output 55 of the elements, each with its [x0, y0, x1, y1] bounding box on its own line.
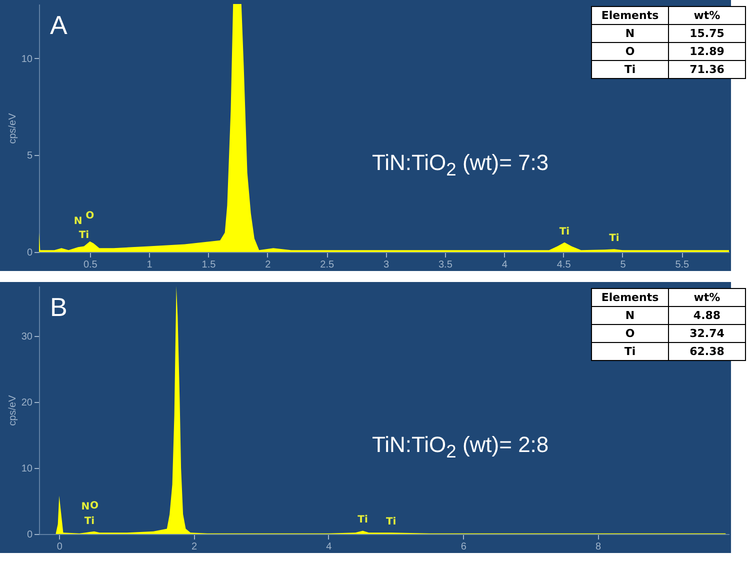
annotation: 71.36 [668, 60, 746, 78]
annotation: N [592, 306, 668, 324]
y-tick-label: 0 [26, 248, 33, 258]
y-tick-label: 0 [26, 530, 33, 540]
annotation: TiN:TiO$_{2}$ (wt)= 2:8 [372, 432, 549, 462]
y-tick-label: 10 [21, 464, 33, 475]
x-tick-label: 0 [56, 542, 63, 552]
y-tick-label: 30 [21, 332, 33, 343]
annotation: 12.89 [668, 42, 746, 60]
annotation: 32.74 [668, 324, 746, 342]
y-tick-label: 20 [21, 398, 33, 409]
annotation: Ti [84, 516, 95, 528]
x-tick-label: 5.5 [675, 260, 690, 270]
annotation: N [74, 216, 82, 228]
annotation: Ti [78, 230, 90, 242]
x-tick-label: 4 [326, 542, 332, 552]
x-tick-label: 6 [460, 542, 467, 552]
annotation: Ti [559, 226, 570, 238]
annotation: Ti [592, 60, 668, 78]
annotation: Elements [592, 6, 668, 24]
annotation: Elements [592, 288, 668, 306]
x-tick-label: 8 [595, 542, 602, 552]
annotation: A [50, 10, 68, 41]
x-tick-label: 1 [146, 260, 153, 270]
annotation: N [81, 502, 90, 513]
annotation: 4.88 [668, 306, 746, 324]
annotation: Ti [358, 514, 368, 526]
annotation: Ti [386, 516, 396, 528]
annotation: O [592, 42, 668, 60]
x-tick-label: 4.5 [556, 260, 572, 270]
annotation: TiN:TiO$_{2}$ (wt)= 7:3 [372, 150, 549, 180]
annotation: O [592, 324, 668, 342]
y-tick-label: 5 [26, 150, 33, 162]
annotation: wt% [668, 6, 746, 24]
x-tick-label: 2 [192, 542, 198, 552]
x-tick-label: 1.5 [202, 260, 216, 270]
y-tick-label: 10 [21, 54, 33, 65]
annotation: O [90, 500, 98, 512]
annotation: 62.38 [668, 342, 746, 360]
annotation: 15.75 [668, 24, 746, 42]
x-tick-label: 4 [502, 260, 508, 270]
x-tick-label: 2 [265, 260, 272, 270]
annotation: Ti [609, 233, 620, 244]
annotation: Ti [592, 342, 668, 360]
annotation: wt% [668, 288, 746, 306]
annotation: O [86, 210, 94, 222]
x-tick-label: 5 [620, 260, 626, 270]
x-tick-label: 2.5 [320, 260, 334, 270]
x-tick-label: 0.5 [83, 260, 98, 270]
annotation: N [592, 24, 668, 42]
x-tick-label: 3 [383, 260, 390, 270]
x-tick-label: 3.5 [438, 260, 453, 270]
annotation: B [50, 292, 68, 323]
y-axis-title: cps/eV [7, 112, 18, 144]
y-axis-title: cps/eV [7, 394, 18, 426]
